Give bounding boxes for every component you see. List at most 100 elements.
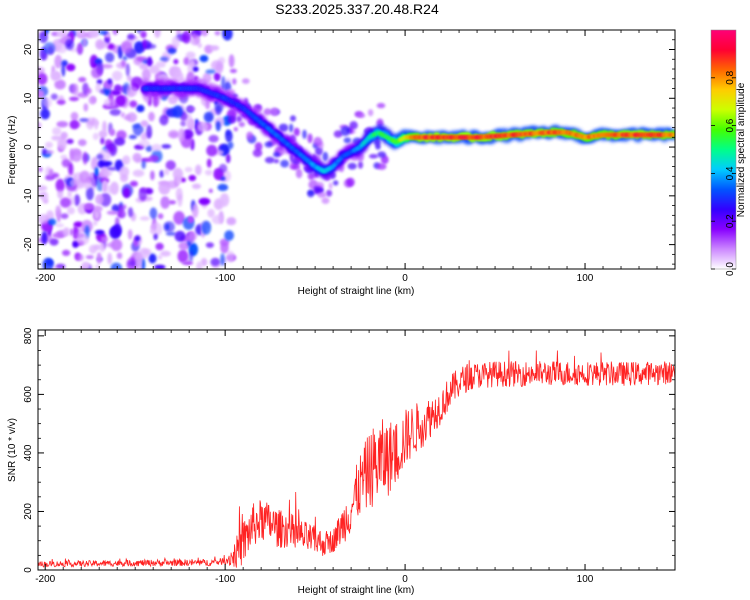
spectrogram-noise-blob: [145, 145, 153, 152]
spectrogram-noise-blob: [48, 168, 54, 178]
spectrogram-noise-blob: [188, 231, 196, 244]
spectrogram-noise-blob: [333, 130, 343, 138]
spectrogram-noise-blob: [139, 62, 149, 70]
colorbar-tick-label: 0.2: [725, 214, 736, 228]
spectrogram-noise-blob: [295, 168, 303, 179]
spectrogram-y-tick-label: -10: [23, 188, 34, 203]
colorbar: 0.0 0.2 0.4 0.6 0.8 Normalized spectral ampl…: [710, 29, 747, 276]
spectrogram-noise-blob: [67, 206, 75, 215]
spectrogram-noise-blob: [60, 213, 69, 220]
spectrogram-noise-blob: [139, 216, 150, 221]
spectrogram-noise-blob: [95, 194, 104, 205]
spectrogram-noise-blob: [55, 205, 62, 218]
colorbar-frame: [710, 29, 737, 270]
spectrogram-noise-blob: [226, 217, 237, 226]
spectrogram-noise-blob: [41, 191, 49, 203]
spectrogram-noise-blob: [75, 30, 86, 37]
spectrogram-noise-blob: [185, 51, 196, 59]
spectrogram-noise-blob: [98, 30, 108, 35]
spectrogram-noise-blob: [169, 131, 179, 138]
spectrogram-noise-blob: [206, 158, 212, 168]
spectrogram-noise-blob: [52, 127, 62, 136]
spectrogram-noise-blob: [76, 254, 84, 262]
spectrogram-noise-blob: [313, 186, 319, 195]
spectrogram-noise-blob: [192, 66, 199, 72]
spectrogram-noise-blob: [177, 128, 186, 142]
spectrogram-noise-blob: [55, 43, 68, 54]
spectrogram-noise-blob: [180, 120, 187, 127]
spectrogram-x-tick-label: -100: [215, 273, 235, 284]
spectrogram-noise-blob: [144, 43, 157, 50]
spectrogram-noise-blob: [42, 97, 52, 108]
spectrogram-noise-blob: [236, 115, 243, 123]
spectrogram-noise-blob: [150, 170, 155, 181]
spectrogram-noise-blob: [158, 255, 163, 260]
spectrogram-noise-blob: [219, 176, 226, 181]
spectrogram-noise-blob: [205, 69, 216, 74]
spectrogram-noise-blob: [97, 160, 110, 169]
snr-y-tick-label: 0: [23, 567, 34, 573]
spectrogram-noise-blob: [110, 238, 123, 251]
spectrogram-noise-blob: [163, 168, 170, 176]
spectrogram-noise-blob: [171, 35, 180, 49]
spectrogram-noise-blob: [94, 118, 99, 130]
snr-x-tick-label: -200: [35, 574, 55, 585]
spectrogram-noise-blob: [264, 141, 273, 148]
spectrogram-noise-blob: [54, 54, 63, 69]
spectrogram-noise-blob: [127, 229, 133, 240]
spectrogram-noise-blob: [61, 64, 66, 77]
spectrogram-noise-blob: [56, 121, 69, 128]
spectrogram-noise-blob: [113, 137, 126, 146]
spectrogram-noise-blob: [197, 122, 209, 132]
spectrogram-noise-blob: [38, 214, 50, 225]
spectrogram-noise-blob: [213, 72, 221, 82]
spectrogram-noise-blob: [357, 161, 364, 169]
spectrogram-noise-blob: [165, 231, 177, 236]
spectrogram-noise-blob: [200, 30, 209, 37]
spectrogram-noise-blob: [238, 121, 245, 128]
spectrogram-noise-blob: [74, 194, 81, 207]
spectrogram-noise-blob: [307, 172, 315, 180]
spectrogram-noise-blob: [120, 112, 126, 118]
spectrogram-noise-blob: [194, 164, 202, 176]
spectrogram-y-tick-label: 10: [23, 92, 34, 104]
spectrogram-noise-blob: [134, 235, 141, 242]
snr-series-line: [38, 350, 675, 568]
snr-y-tick-label: 200: [23, 503, 34, 520]
spectrogram-noise-blob: [100, 137, 105, 145]
colorbar-tick-label: 0.8: [725, 70, 736, 84]
spectrogram-noise-blob: [116, 252, 123, 260]
spectrogram-noise-blob: [168, 200, 177, 205]
snr-background: [38, 330, 675, 570]
spectrogram-noise-blob: [340, 126, 351, 137]
spectrogram-noise-blob: [74, 232, 85, 239]
spectrogram-noise-blob: [125, 63, 130, 77]
spectrogram-noise-blob: [127, 33, 136, 40]
spectrogram-noise-blob: [61, 30, 69, 34]
spectrogram-noise-blob: [111, 70, 123, 82]
spectrogram-noise-blob: [60, 131, 68, 140]
spectrogram-noise-blob: [187, 215, 195, 224]
spectrogram-noise-blob: [60, 197, 71, 208]
spectrogram-noise-blob: [126, 75, 132, 82]
colorbar-ticks: 0.0 0.2 0.4 0.6 0.8: [711, 70, 736, 276]
snr-x-tick-label: 0: [402, 574, 408, 585]
spectrogram-noise-blob: [215, 120, 221, 132]
spectrogram-noise-blob: [189, 250, 194, 262]
spectrogram-noise-blob: [307, 133, 313, 144]
spectrogram-noise-blob: [225, 153, 231, 164]
spectrogram-noise-blob: [159, 114, 169, 126]
spectrogram-noise-blob: [222, 30, 233, 41]
spectrogram-noise-blob: [376, 163, 387, 170]
spectrogram-noise-blob: [113, 84, 122, 92]
spectrogram-noise-blob: [101, 180, 108, 193]
spectrogram-noise-blob: [57, 136, 67, 151]
spectrogram-noise-blob: [217, 183, 229, 191]
spectrogram-noise-blob: [159, 170, 164, 178]
spectrogram-noise-blob: [45, 258, 54, 266]
spectrogram-noise-blob: [118, 166, 130, 178]
spectrogram-noise-blob: [227, 141, 234, 150]
spectrogram-noise-blob: [89, 30, 100, 38]
spectrogram-noise-blob: [161, 144, 172, 149]
spectrogram-noise-blob: [54, 79, 66, 90]
